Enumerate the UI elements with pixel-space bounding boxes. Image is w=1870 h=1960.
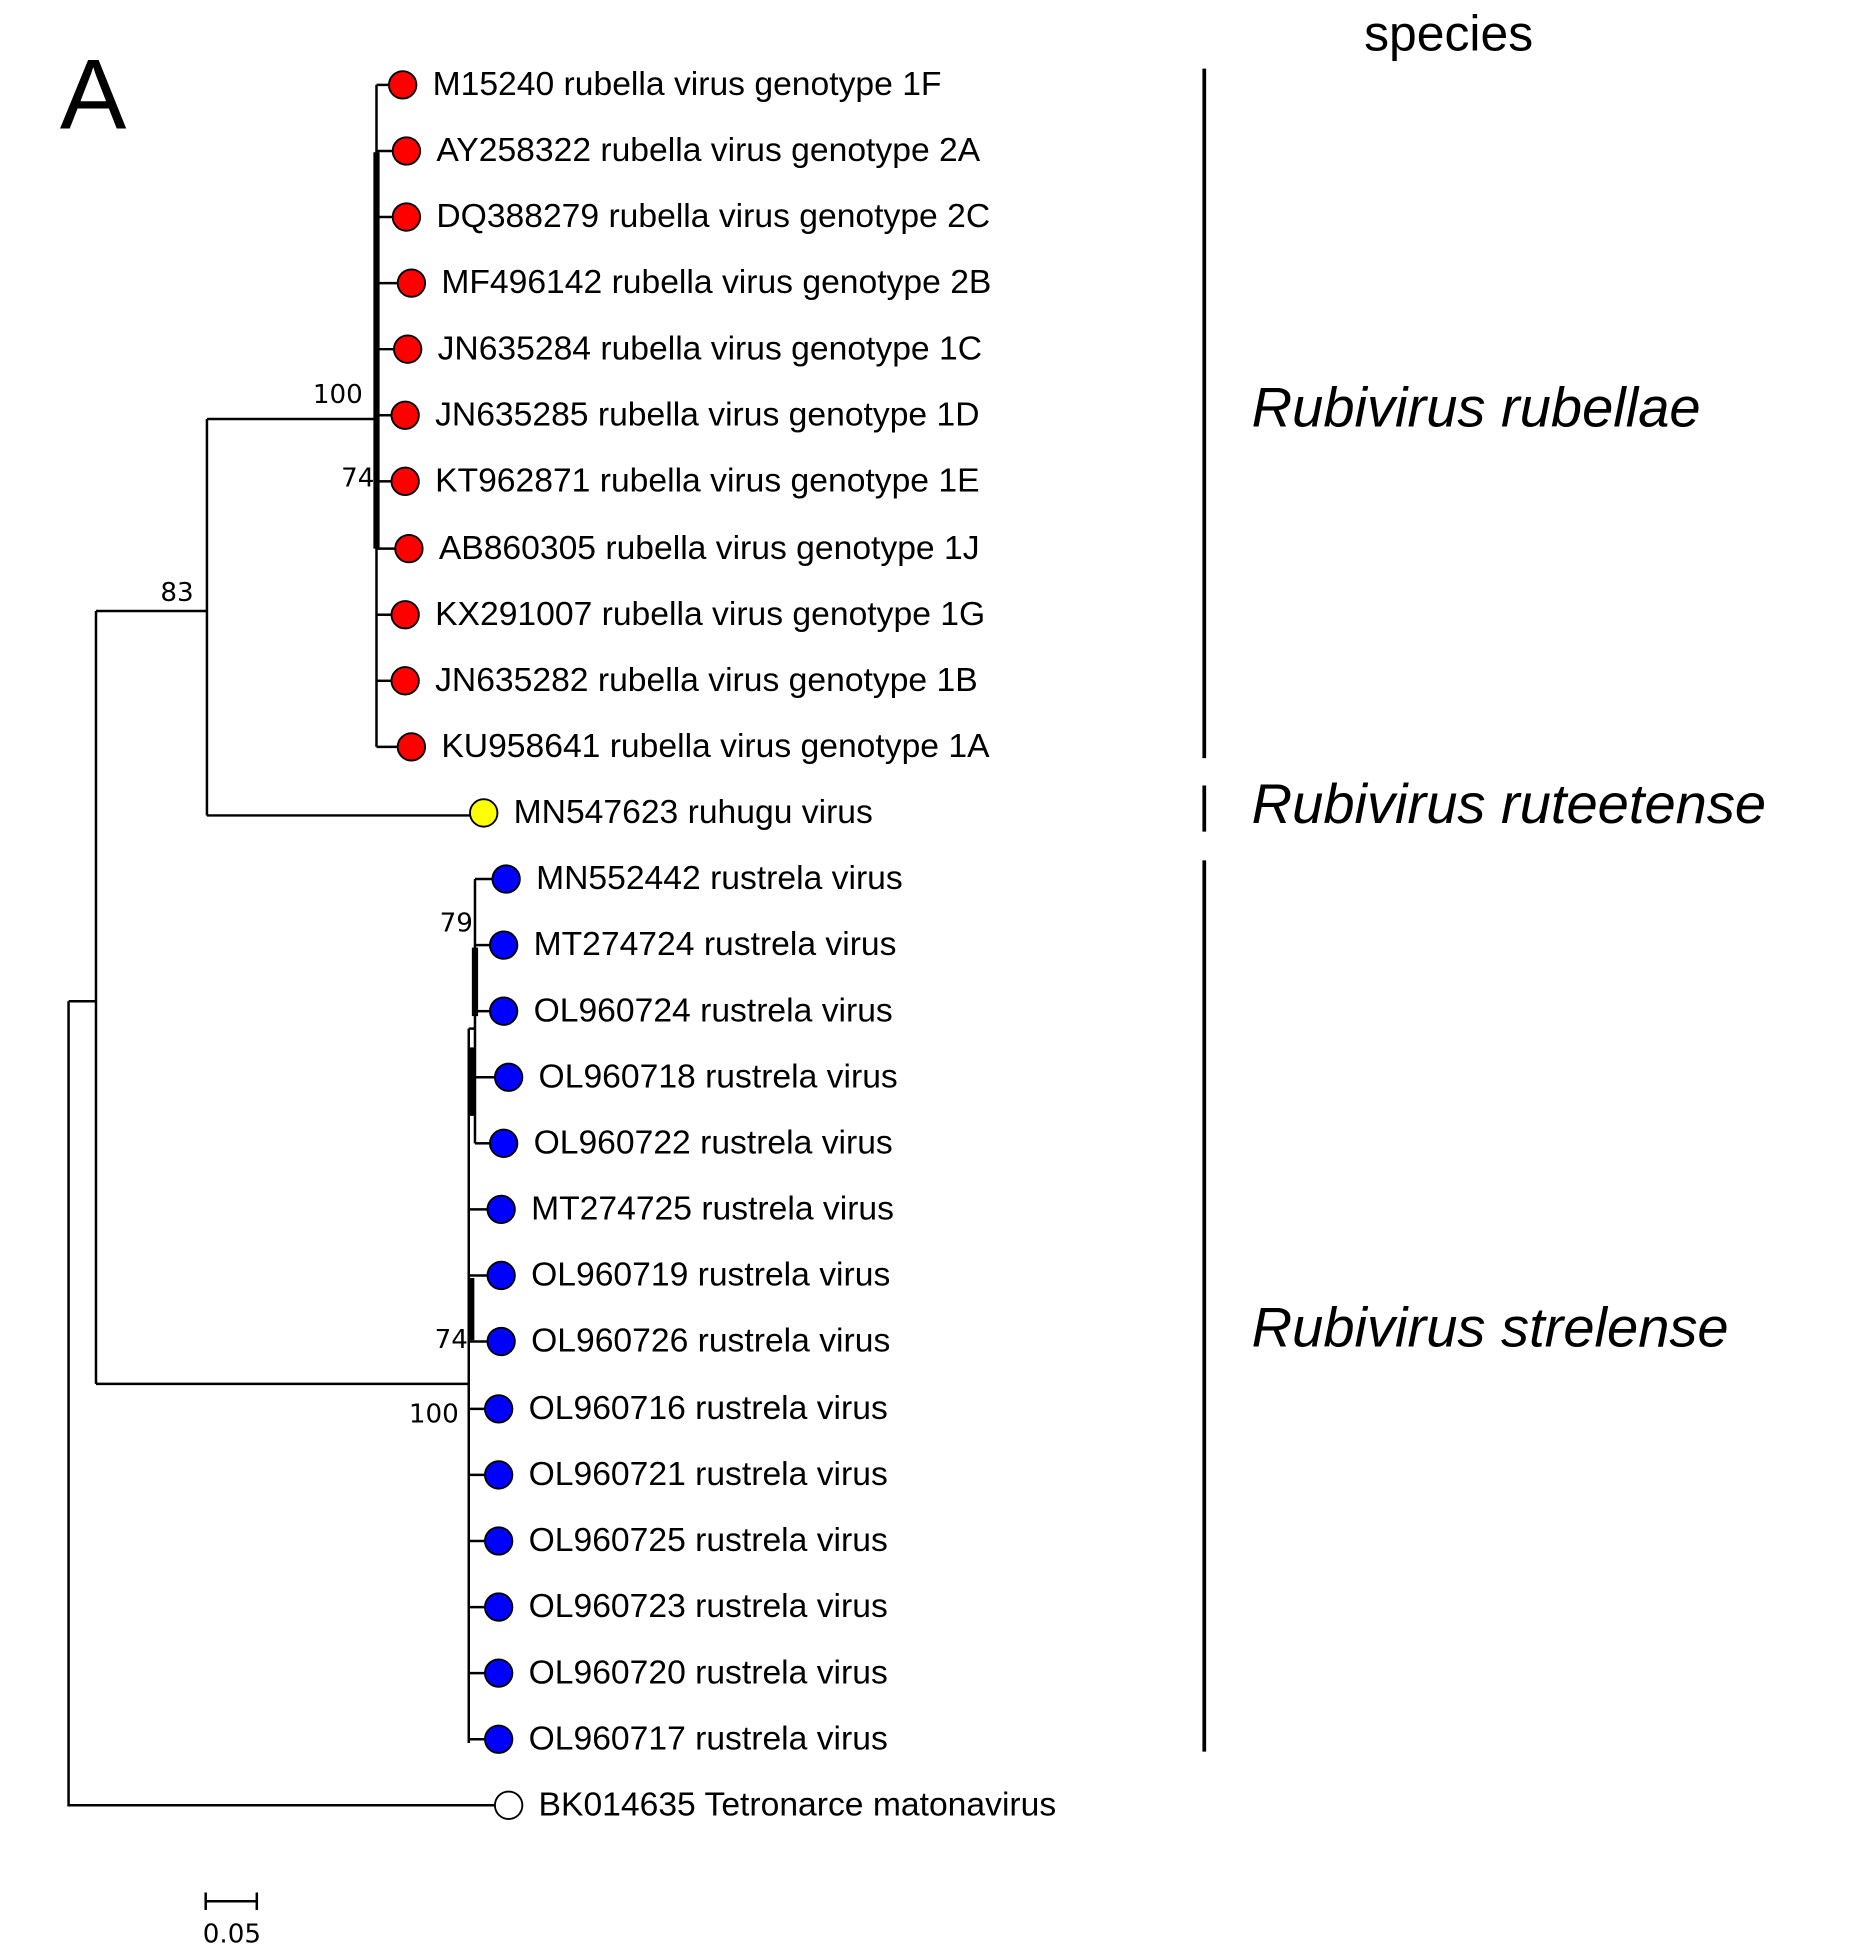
leaf-marker [390,400,420,430]
branches [67,84,495,1911]
leaf-marker [486,1260,516,1291]
species-label: Rubivirus ruteetense [1252,772,1766,835]
bootstrap-value: 100 [409,1400,459,1430]
leaf-label: MF496142 rubella virus genotype 2B [441,264,991,301]
leaf-label: MT274724 rustrela virus [534,926,897,963]
species-label: Rubivirus strelense [1252,1295,1729,1358]
leaf-marker [390,600,420,630]
leaf-marker [484,1658,514,1688]
leaf-label: OL960723 rustrela virus [529,1588,888,1625]
leaf-marker [391,136,422,166]
column-header: species [1364,6,1533,62]
leaf-label: OL960718 rustrela virus [539,1058,898,1095]
leaf-marker [486,1194,516,1225]
leaf-label: OL960717 rustrela virus [529,1720,888,1757]
scale-bar [204,1892,259,1911]
leaf-label: OL960722 rustrela virus [534,1124,893,1161]
bootstrap-value: 100 [313,380,363,410]
leaf-label: OL960719 rustrela virus [531,1257,890,1294]
leaf-marker [396,268,427,298]
leaf-label: JN635282 rubella virus genotype 1B [435,662,978,699]
panel-label: A [60,40,127,151]
leaf-label: MN552442 rustrela virus [536,860,903,897]
leaf-label: MN547623 ruhugu virus [514,794,873,831]
leaf-label: OL960720 rustrela virus [529,1654,888,1691]
leaf-label: JN635284 rubella virus genotype 1C [438,330,982,367]
bootstrap-value: 79 [440,908,473,938]
leaf-label: AB860305 rubella virus genotype 1J [439,530,980,567]
leaf-marker [486,1326,516,1357]
leaf-marker [388,70,418,100]
leaf-marker [393,334,423,364]
leaf-marker [390,666,420,696]
leaf-marker [394,534,424,564]
leaf-label: OL960725 rustrela virus [529,1522,888,1559]
leaf-label: KU958641 rubella virus genotype 1A [441,728,990,765]
leaf-label: OL960721 rustrela virus [529,1456,888,1493]
leaf-label: OL960724 rustrela virus [534,992,893,1029]
leaf-label: KT962871 rubella virus genotype 1E [435,462,979,499]
leaf-marker [489,996,519,1026]
leaf-marker [484,1394,514,1424]
leaf-label: AY258322 rubella virus genotype 2A [436,132,980,169]
leaf-marker [493,1062,524,1092]
leaf-label: MT274725 rustrela virus [531,1191,894,1228]
leaf-label: OL960726 rustrela virus [531,1323,890,1360]
leaf-label: JN635285 rubella virus genotype 1D [435,396,979,433]
bootstrap-value: 74 [435,1325,468,1355]
leaf-marker [390,466,420,496]
leaf-marker [484,1526,514,1556]
bootstrap-value: 74 [341,463,374,493]
leaf-marker [493,1790,524,1820]
species-label: Rubivirus rubellae [1252,375,1701,438]
leaf-marker [484,1592,514,1622]
leaf-label: BK014635 Tetronarce matonavirus [539,1786,1057,1823]
leaf-marker [489,1128,519,1158]
branch-lines [67,84,495,1807]
leaf-marker [491,864,521,894]
leaf-marker [484,1724,514,1754]
bootstrap-value: 83 [160,578,193,608]
leaf-marker [469,798,499,828]
leaf-marker [396,732,427,762]
leaf-marker [391,202,422,232]
leaf-label: DQ388279 rubella virus genotype 2C [436,198,990,235]
leaf-marker [489,930,519,960]
leaf-label: KX291007 rubella virus genotype 1G [435,596,985,633]
leaf-marker [484,1460,514,1490]
scale-label: 0.05 [203,1919,261,1949]
leaf-label: M15240 rubella virus genotype 1F [433,66,942,103]
leaf-label: OL960716 rustrela virus [529,1390,888,1427]
